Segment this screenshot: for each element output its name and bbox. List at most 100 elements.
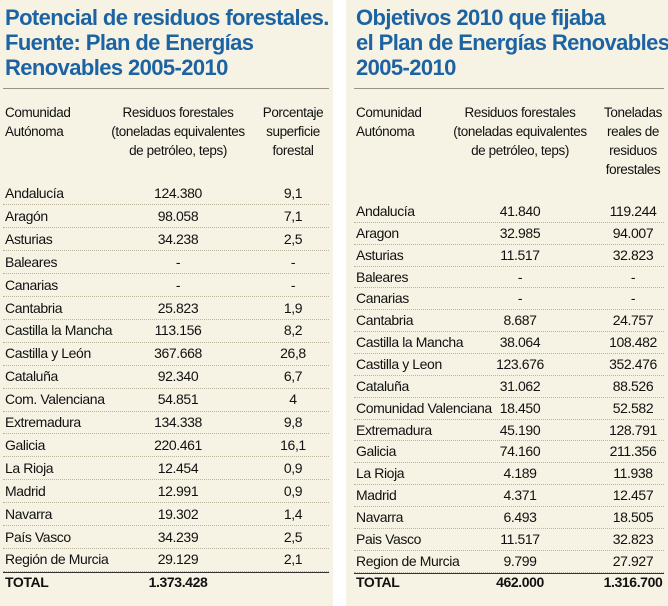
cell: 32.985 <box>499 224 541 241</box>
cell: 124.380 <box>154 185 202 201</box>
row-label: Region de Murcia <box>356 552 460 569</box>
row-divider <box>3 570 329 572</box>
cell: - <box>517 268 523 285</box>
cell: 119.244 <box>609 203 657 219</box>
cell: 94.007 <box>612 224 654 241</box>
header-text: Porcentaje <box>262 105 324 120</box>
header-text: Comunidad <box>356 105 422 120</box>
cell: 211.356 <box>609 443 657 460</box>
title-line: Objetivos 2010 que fijaba <box>356 5 606 30</box>
cell: 113.156 <box>154 322 202 339</box>
row-divider <box>3 250 329 252</box>
cell: 27.927 <box>612 552 654 569</box>
cell: 11.938 <box>613 465 653 482</box>
cell: 8.687 <box>503 312 537 329</box>
row-label: Castilla y León <box>5 345 91 362</box>
cell: 0,9 <box>283 482 303 499</box>
cell: 18.450 <box>499 399 541 416</box>
header-text: Autónoma <box>5 124 64 139</box>
header-text: forestal <box>272 143 314 158</box>
row-label: Asturias <box>356 246 404 263</box>
row-divider <box>3 273 329 275</box>
row-divider <box>354 527 664 529</box>
row-label: Cataluña <box>356 377 409 394</box>
row-divider <box>354 221 664 223</box>
title-divider <box>3 88 329 89</box>
row-label: TOTAL <box>5 574 49 591</box>
row-label: Cataluña <box>5 368 58 385</box>
row-label: Aragón <box>5 207 48 224</box>
cell: 11.517 <box>500 530 540 547</box>
row-label: Galicia <box>356 443 396 460</box>
row-label: Canarias <box>356 290 409 307</box>
header-text: Residuos forestales <box>464 105 576 120</box>
row-label: Cantabria <box>5 299 63 316</box>
row-label: Región de Murcia <box>5 551 109 568</box>
row-divider <box>3 227 329 229</box>
header-text: Comunidad <box>5 105 71 120</box>
right-panel <box>346 0 668 606</box>
row-divider <box>354 571 664 573</box>
cell: 11.517 <box>500 246 540 263</box>
header-text: de petróleo, teps) <box>471 143 569 158</box>
header-text: forestales <box>605 162 661 177</box>
row-label: Baleares <box>356 268 409 285</box>
cell: 92.340 <box>157 368 199 385</box>
cell: 9,8 <box>283 414 303 430</box>
row-divider <box>354 549 664 551</box>
row-divider <box>3 547 329 549</box>
cell: 2,1 <box>283 551 303 568</box>
cell: 24.757 <box>612 312 654 329</box>
row-divider <box>354 287 664 289</box>
cell: 367.668 <box>154 345 202 362</box>
cell: 2,5 <box>283 528 303 545</box>
cell: 19.302 <box>157 505 199 522</box>
cell: 462.000 <box>496 574 544 591</box>
row-divider <box>354 418 664 420</box>
row-label: La Rioja <box>356 465 405 482</box>
row-label: País Vasco <box>5 528 71 545</box>
cell: - <box>630 290 636 307</box>
header-text: Residuos forestales <box>122 105 234 120</box>
title-line: Renovables 2005-2010 <box>5 55 228 80</box>
row-label: Asturias <box>5 230 53 247</box>
cell: 34.239 <box>157 528 199 545</box>
cell: 41.840 <box>499 203 541 219</box>
row-label: Navarra <box>5 505 52 522</box>
row-divider <box>3 318 329 320</box>
cell: 16,1 <box>280 436 306 453</box>
cell: 74.160 <box>499 443 541 460</box>
cell: 32.823 <box>612 246 654 263</box>
row-divider <box>3 410 329 412</box>
cell: 220.461 <box>154 436 202 453</box>
total-rule <box>354 572 664 574</box>
title-line: el Plan de Energías Renovables <box>356 30 668 55</box>
title-line: Fuente: Plan de Energías <box>5 30 254 55</box>
row-divider <box>3 341 329 343</box>
row-label: Extremadura <box>356 421 432 438</box>
cell: 45.190 <box>499 421 541 438</box>
row-divider <box>3 433 329 435</box>
header-text: (toneladas equivalentes <box>111 124 245 139</box>
cell: 52.582 <box>612 399 654 416</box>
cell: - <box>630 268 636 285</box>
row-label: Castilla la Mancha <box>5 322 113 339</box>
title-line: Potencial de residuos forestales. <box>5 5 329 30</box>
row-divider <box>354 374 664 376</box>
row-label: TOTAL <box>356 574 400 591</box>
header-text: residuos <box>609 143 657 158</box>
row-divider <box>354 331 664 333</box>
row-divider <box>354 353 664 355</box>
row-label: Andalucía <box>5 185 64 201</box>
cell: 4 <box>289 391 297 408</box>
row-divider <box>3 364 329 366</box>
cell: - <box>175 276 181 293</box>
row-divider <box>354 309 664 311</box>
cell: 1,4 <box>283 505 303 522</box>
header-text: superficie <box>266 124 320 139</box>
cell: - <box>517 290 523 307</box>
cell: 352.476 <box>609 355 657 372</box>
header-text: (toneladas equivalentes <box>453 124 587 139</box>
row-divider <box>3 525 329 527</box>
